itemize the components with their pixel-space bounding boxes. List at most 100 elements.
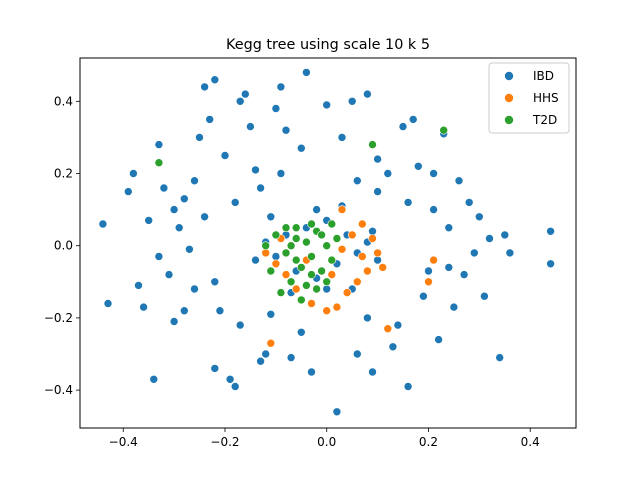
ibd-point — [429, 205, 438, 214]
t2d-point — [286, 241, 296, 250]
hhs-point — [363, 266, 372, 276]
ibd-point — [444, 223, 454, 232]
y-axis: −0.4 −0.2 0.0 0.2 0.4 — [44, 94, 80, 397]
ibd-point — [546, 259, 555, 269]
ibd-point — [449, 302, 459, 312]
hhs-point — [424, 277, 433, 287]
t2d-point — [281, 248, 291, 258]
chart-title: Kegg tree using scale 10 k 5 — [226, 37, 430, 53]
ibd-point — [464, 198, 474, 207]
t2d-point — [317, 266, 326, 276]
ibd-point — [266, 309, 276, 319]
ibd-point — [388, 342, 398, 352]
hhs-point — [332, 302, 342, 312]
ibd-point — [363, 313, 372, 323]
y-tick-label: 0.2 — [54, 167, 73, 181]
ibd-point — [180, 306, 189, 316]
t2d-point — [332, 234, 342, 243]
ibd-point — [347, 97, 357, 106]
t2d-point — [154, 158, 164, 167]
ibd-point — [200, 212, 209, 222]
ibd-point — [302, 68, 311, 77]
t2d-point — [261, 241, 271, 250]
t2d-point — [296, 263, 306, 272]
ibd-point — [149, 374, 159, 384]
ibd-point — [373, 187, 382, 196]
ibd-point — [373, 255, 382, 265]
hhs-point — [347, 230, 357, 240]
ibd-point — [459, 270, 469, 279]
ibd-point — [103, 299, 113, 308]
ibd-point — [444, 263, 454, 272]
t2d-point — [307, 270, 316, 279]
t2d-point — [439, 125, 449, 135]
ibd-point — [200, 82, 209, 92]
ibd-point — [174, 223, 184, 232]
t2d-point — [296, 295, 306, 305]
ibd-point — [286, 353, 296, 362]
ibd-point — [210, 277, 220, 287]
ibd-point — [373, 154, 382, 164]
ibd-point — [169, 317, 179, 326]
t2d-point — [291, 234, 301, 243]
ibd-point — [403, 198, 413, 207]
ibd-point — [352, 349, 362, 359]
ibd-point — [546, 227, 555, 236]
ibd-point — [296, 327, 306, 337]
ibd-point — [276, 169, 286, 178]
x-tick-label: −0.2 — [210, 435, 239, 449]
hhs-point — [429, 255, 438, 265]
ibd-point — [185, 245, 194, 254]
legend-marker-t2d — [504, 115, 514, 125]
points-layer — [98, 68, 555, 417]
hhs-point — [357, 219, 367, 229]
ibd-point — [276, 82, 286, 92]
ibd-point — [251, 165, 260, 175]
ibd-point — [312, 205, 321, 214]
ibd-point — [403, 382, 413, 391]
ibd-point — [393, 320, 403, 330]
ibd-point — [210, 75, 220, 84]
ibd-point — [266, 212, 276, 222]
ibd-point — [434, 335, 443, 344]
ibd-point — [469, 248, 479, 258]
ibd-point — [368, 227, 377, 236]
t2d-point — [368, 140, 377, 149]
hhs-point — [337, 245, 347, 254]
ibd-point — [256, 183, 265, 193]
x-tick-label: 0.2 — [419, 435, 438, 449]
ibd-point — [190, 176, 199, 185]
ibd-point — [296, 143, 306, 153]
x-tick-label: −0.4 — [109, 435, 138, 449]
ibd-point — [230, 382, 240, 391]
y-tick-label: 0.4 — [54, 94, 73, 108]
x-tick-label: 0.0 — [317, 435, 336, 449]
ibd-point — [281, 125, 291, 135]
ibd-point — [429, 169, 438, 178]
hhs-point — [327, 270, 337, 279]
t2d-point — [327, 255, 337, 265]
ibd-point — [419, 291, 428, 301]
t2d-point — [317, 230, 326, 240]
hhs-point — [383, 324, 393, 334]
hhs-point — [261, 248, 271, 258]
ibd-point — [337, 133, 347, 142]
ibd-point — [230, 198, 240, 207]
legend-label-ibd: IBD — [533, 69, 554, 83]
ibd-point — [98, 219, 108, 229]
ibd-point — [246, 122, 255, 131]
plot-frame — [79, 57, 577, 429]
ibd-point — [144, 216, 153, 225]
ibd-point — [261, 349, 271, 359]
t2d-point — [271, 230, 281, 240]
ibd-point — [485, 234, 494, 243]
hhs-point — [352, 277, 362, 287]
ibd-point — [332, 407, 342, 417]
ibd-point — [271, 252, 281, 261]
t2d-point — [307, 219, 316, 229]
ibd-point — [307, 367, 316, 377]
ibd-point — [215, 306, 225, 316]
t2d-point — [302, 237, 311, 247]
y-tick-label: 0.0 — [54, 239, 73, 253]
